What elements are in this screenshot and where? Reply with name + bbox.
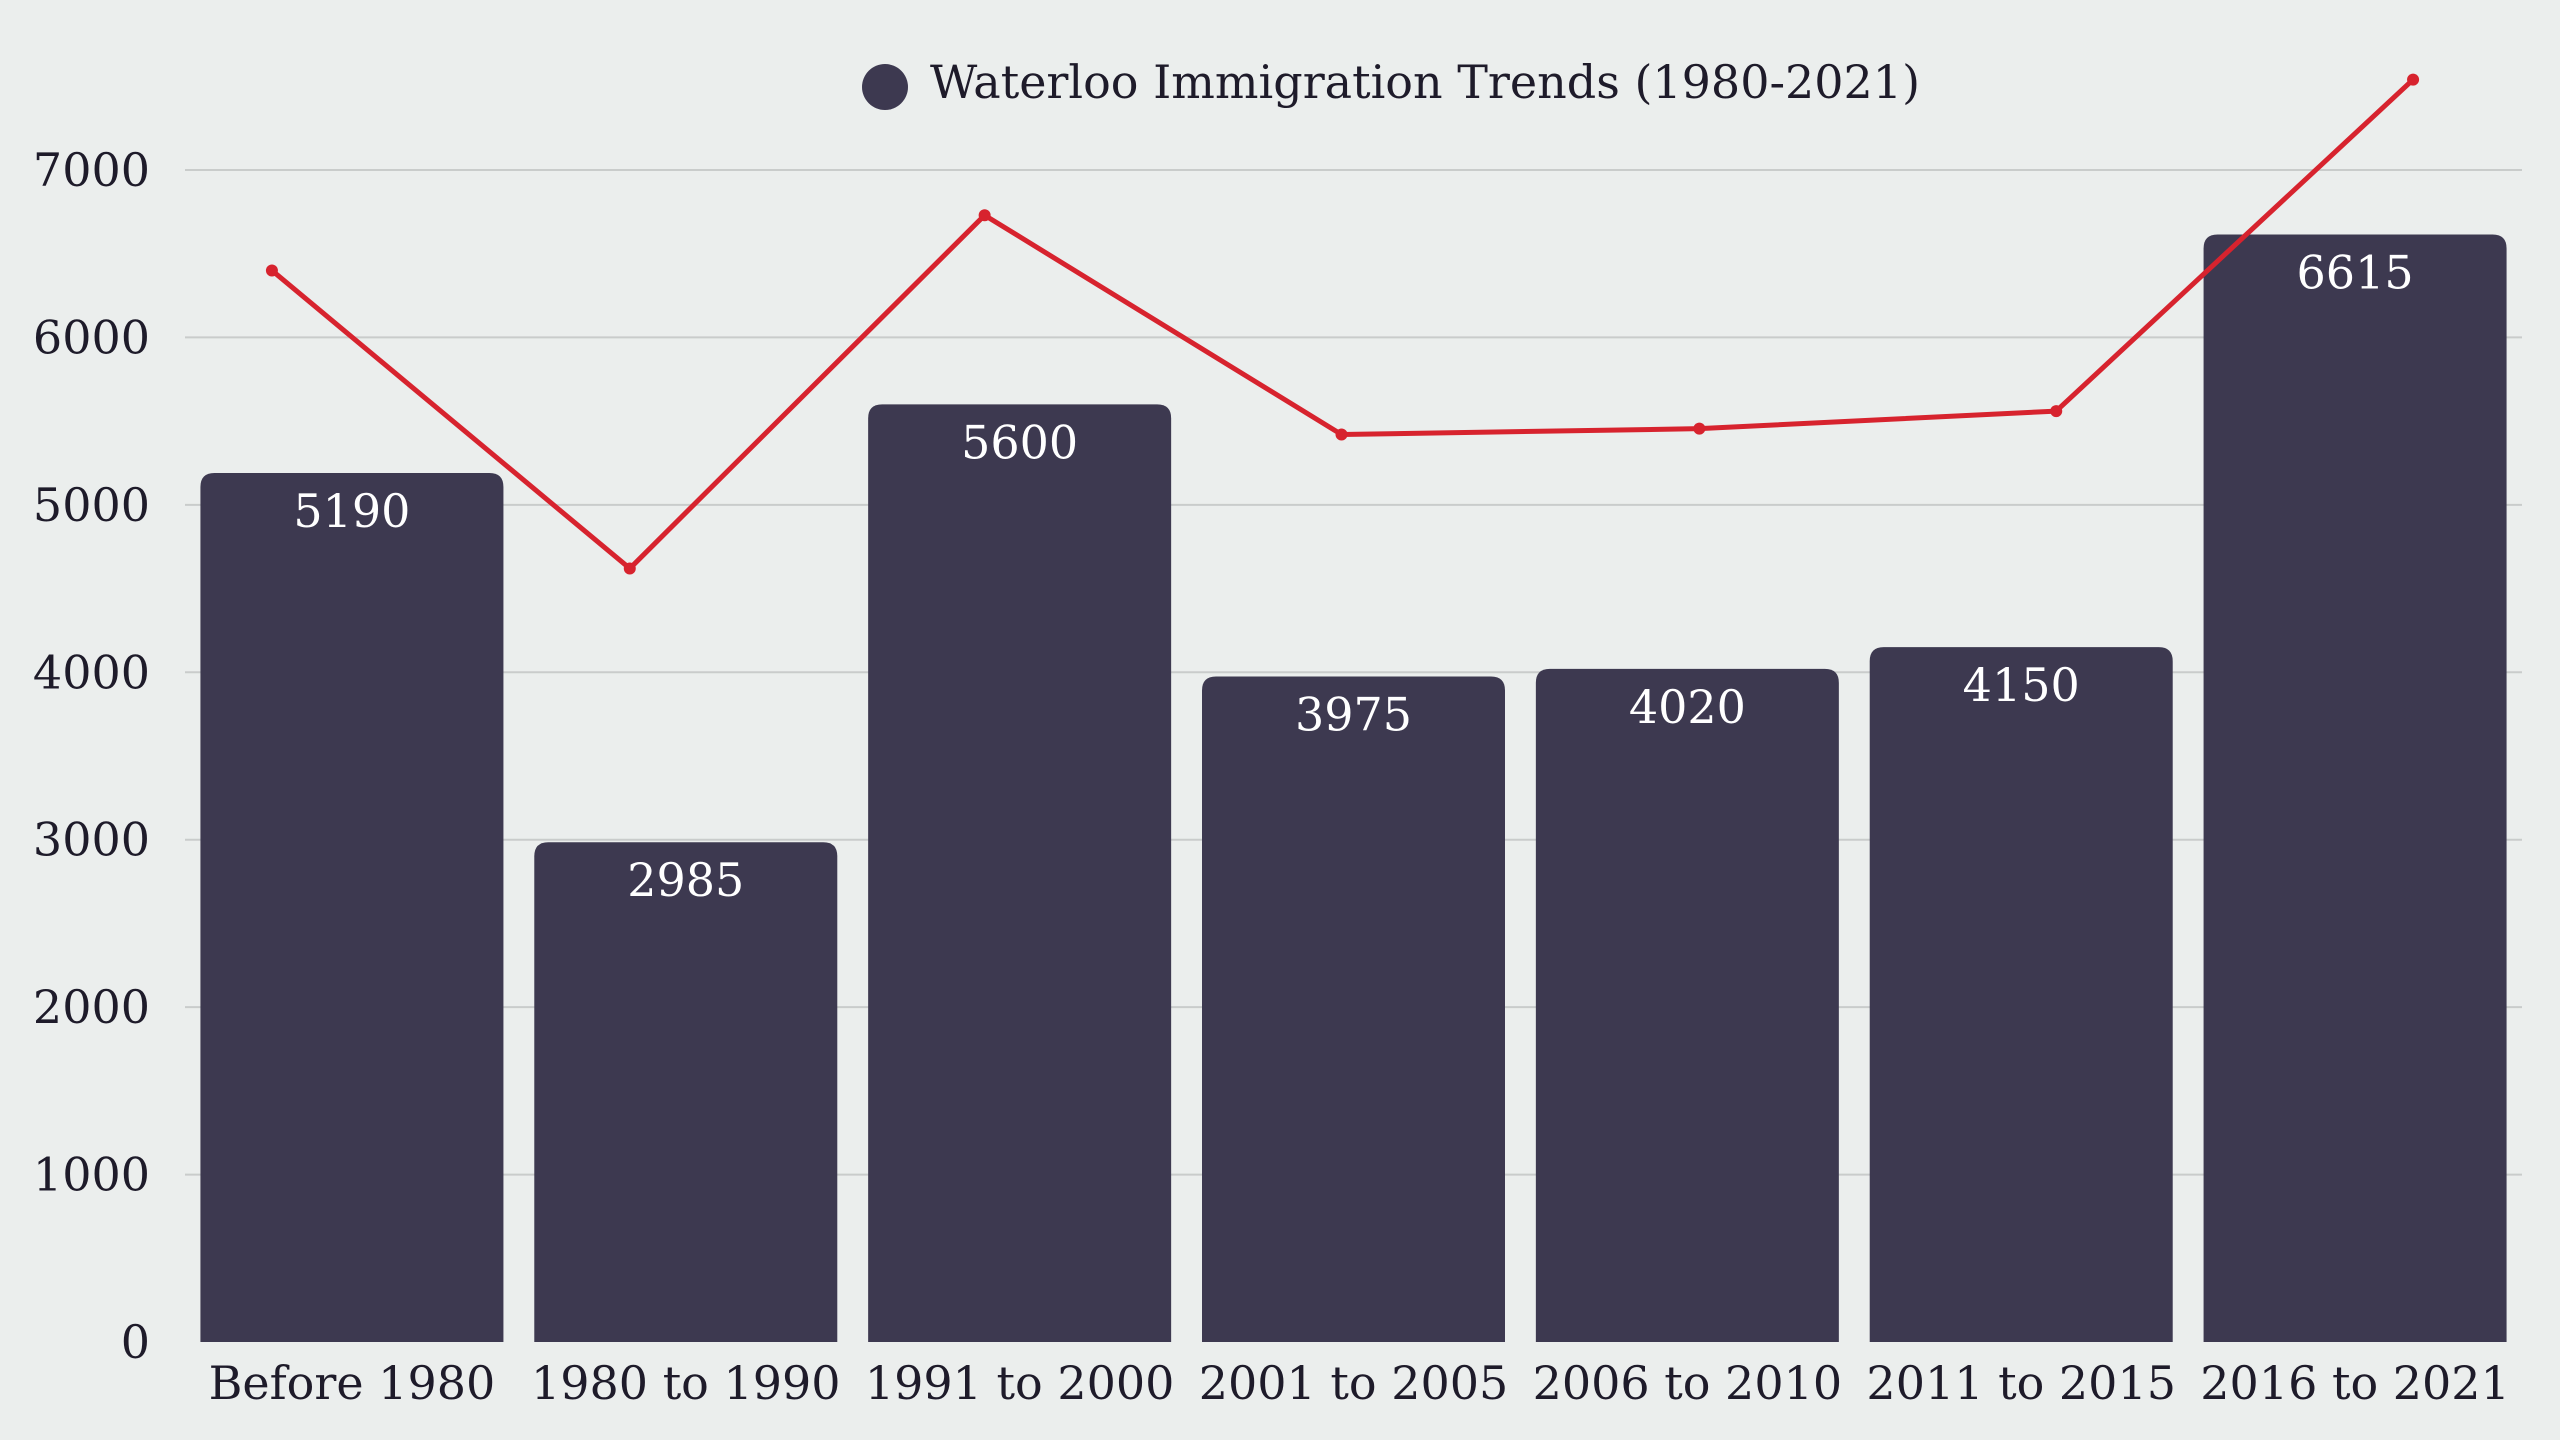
bar-value-label: 6615 (2297, 245, 2414, 299)
bar-value-label: 3975 (1295, 687, 1412, 741)
line-point (2407, 73, 2420, 86)
bar (1869, 647, 2173, 1342)
x-tick-label: Before 1980 (209, 1356, 496, 1410)
legend[interactable]: Waterloo Immigration Trends (1980-2021) (862, 55, 1920, 110)
y-tick-label: 5000 (33, 478, 150, 532)
bar (200, 473, 504, 1342)
bar-value-label: 5190 (293, 484, 410, 538)
x-axis-tick-labels: Before 1980 1980 to 1990 1991 to 2000 2001 … (209, 1356, 2510, 1410)
bar (1202, 676, 1505, 1342)
x-tick-label: 2011 to 2015 (1866, 1356, 2176, 1410)
bar-value-label: 2985 (627, 853, 744, 907)
y-tick-label: 7000 (33, 143, 150, 197)
y-tick-label: 1000 (33, 1148, 150, 1202)
bar (534, 842, 838, 1342)
y-tick-label: 6000 (33, 310, 150, 364)
x-tick-label: 1980 to 1990 (531, 1356, 841, 1410)
bar (1535, 668, 1839, 1342)
legend-label: Waterloo Immigration Trends (1980-2021) (930, 55, 1920, 109)
legend-marker-icon (862, 64, 908, 110)
line-series (265, 73, 2420, 575)
bar-value-label: 4150 (1963, 658, 2080, 712)
y-tick-label: 3000 (33, 813, 150, 867)
x-tick-label: 1991 to 2000 (865, 1356, 1175, 1410)
line-path (270, 77, 2415, 571)
y-tick-label: 2000 (33, 980, 150, 1034)
bar-value-label: 4020 (1629, 680, 1746, 734)
bar (868, 404, 1172, 1342)
bar-value-label: 5600 (961, 415, 1078, 469)
y-tick-label: 4000 (33, 645, 150, 699)
x-tick-label: 2001 to 2005 (1199, 1356, 1509, 1410)
line-point (2050, 405, 2063, 418)
line-point (1693, 422, 1706, 435)
line-point (1335, 428, 1348, 441)
bar-value-labels: 5190 2985 5600 3975 4020 4150 6615 (293, 245, 2413, 907)
line-point (978, 209, 991, 222)
x-tick-label: 2016 to 2021 (2200, 1356, 2510, 1410)
y-tick-label: 0 (121, 1315, 150, 1369)
line-point (623, 562, 636, 575)
y-axis-tick-labels: 0 1000 2000 3000 4000 5000 6000 7000 (33, 143, 150, 1369)
line-point (265, 264, 278, 277)
bar (2203, 234, 2507, 1343)
x-tick-label: 2006 to 2010 (1533, 1356, 1843, 1410)
bar-series (200, 234, 2507, 1343)
